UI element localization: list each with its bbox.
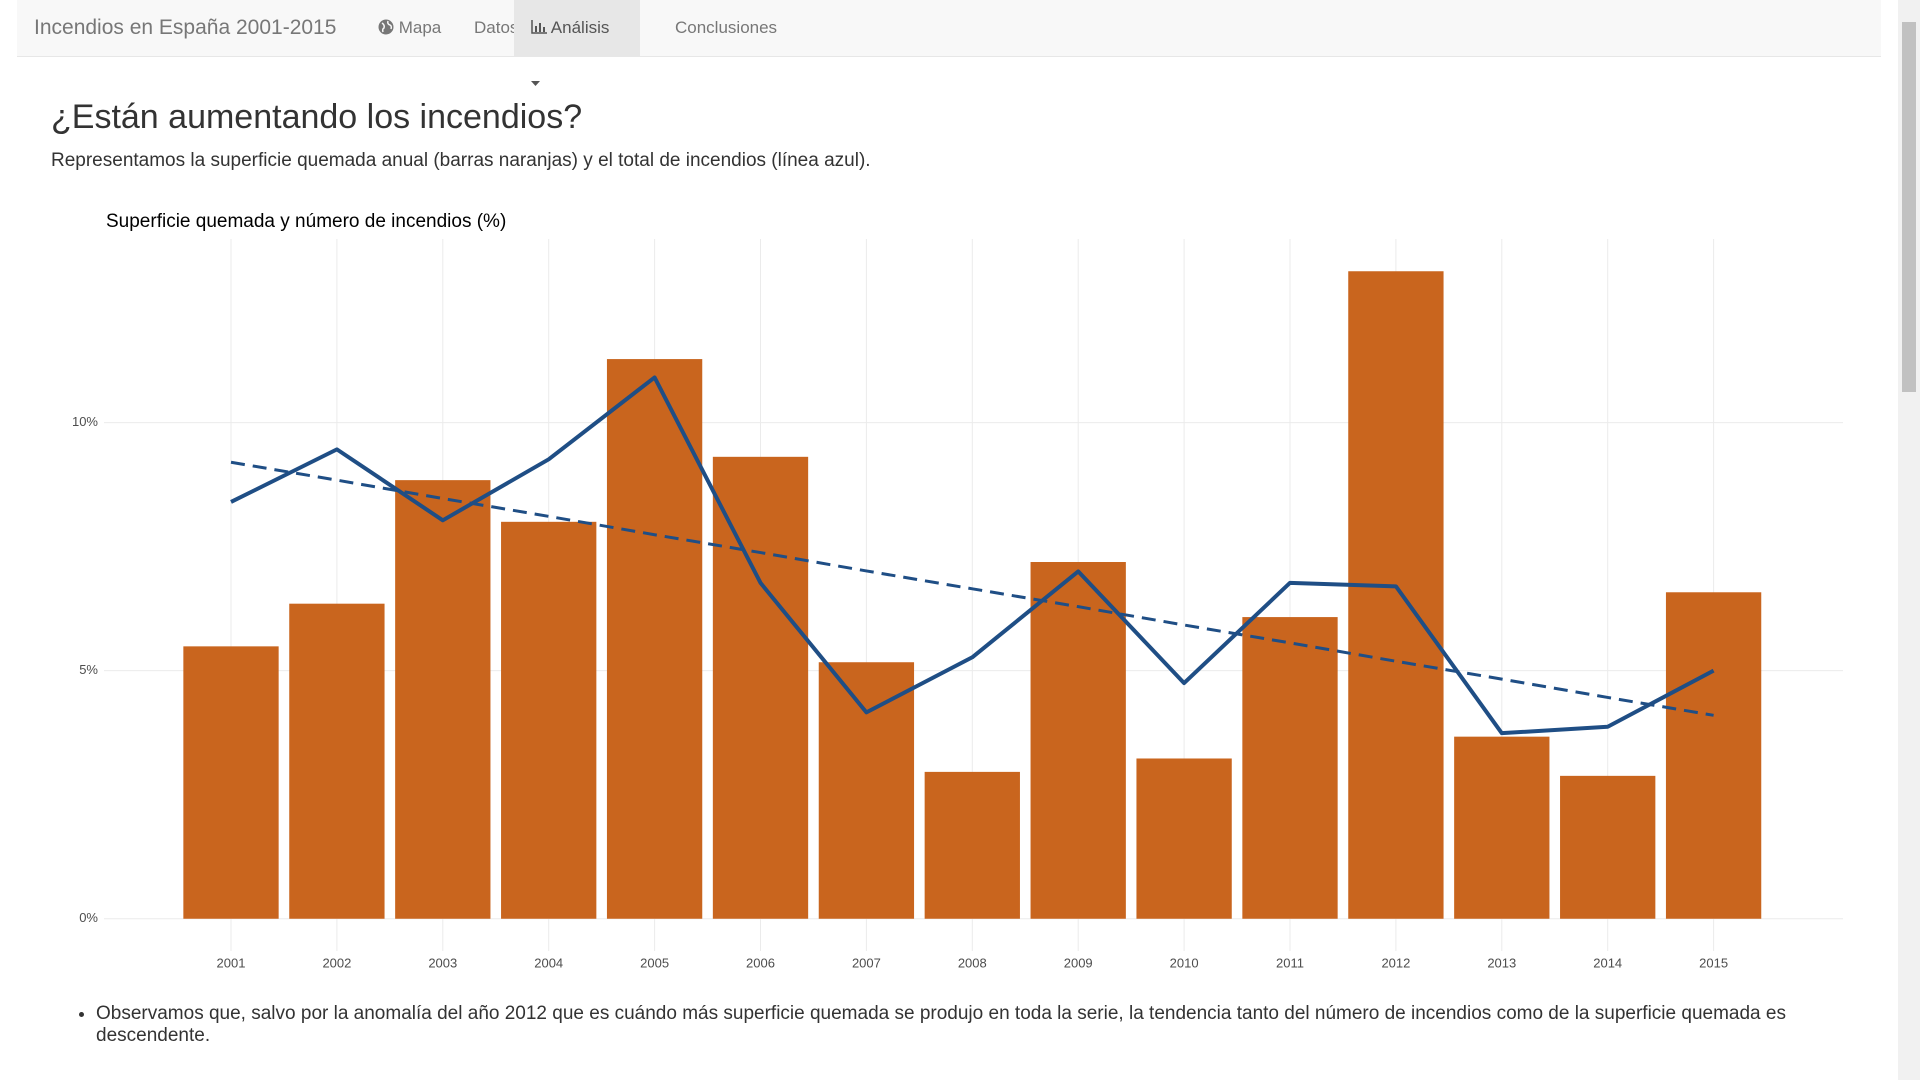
caret xyxy=(531,81,540,86)
bar xyxy=(1348,271,1444,919)
y-tick-label: 10% xyxy=(72,414,98,429)
x-tick-label: 2013 xyxy=(1487,955,1516,970)
globe-icon xyxy=(378,19,394,35)
chart-icon xyxy=(531,20,547,34)
brand[interactable]: Incendios en España 2001-2015 xyxy=(34,16,337,39)
bar xyxy=(289,603,385,919)
bar xyxy=(606,359,703,919)
y-tick-label: 5% xyxy=(79,662,98,677)
trend-line xyxy=(230,460,1714,717)
nav-item[interactable]: Conclusiones xyxy=(658,0,794,56)
nav-item[interactable]: Mapa xyxy=(361,0,458,56)
nav-label: Análisis xyxy=(550,18,610,37)
x-tick-label: 2015 xyxy=(1699,955,1728,970)
x-tick-label: 2005 xyxy=(640,955,669,970)
bar xyxy=(1665,592,1762,919)
x-tick-label: 2011 xyxy=(1276,955,1304,970)
intro: Representamos la superficie quemada anua… xyxy=(51,150,871,171)
bar xyxy=(1242,617,1338,919)
bar xyxy=(395,480,491,919)
bar xyxy=(183,646,279,919)
chart: Superficie quemada y número de incendios… xyxy=(72,211,1843,970)
bar xyxy=(1030,562,1126,919)
x-tick-label: 2012 xyxy=(1381,955,1410,970)
x-tick-label: 2006 xyxy=(746,955,775,970)
bar xyxy=(1136,758,1232,919)
bar xyxy=(712,456,809,919)
nav-item[interactable]: Datos xyxy=(457,0,535,56)
bullet-list: Observamos que, salvo por la anomalía de… xyxy=(70,1003,1826,1047)
y-tick-label: 0% xyxy=(79,910,98,925)
x-tick-label: 2002 xyxy=(322,955,351,970)
nav-label: Conclusiones xyxy=(675,18,778,37)
nav-item-active[interactable]: Análisis xyxy=(514,0,640,86)
x-tick-label: 2009 xyxy=(1064,955,1093,970)
line xyxy=(230,375,1715,736)
x-tick-label: 2014 xyxy=(1593,955,1622,970)
nav-label: Mapa xyxy=(398,18,442,37)
x-tick-label: 2001 xyxy=(217,955,246,970)
bullet: Observamos que, salvo por la anomalía de… xyxy=(96,1003,1826,1047)
scrollbar-thumb[interactable] xyxy=(1902,22,1916,392)
bar xyxy=(1560,775,1656,919)
chart-title: Superficie quemada y número de incendios… xyxy=(106,211,506,232)
x-tick-label: 2008 xyxy=(958,955,987,970)
x-tick-label: 2007 xyxy=(852,955,881,970)
navbar: Incendios en España 2001-2015 Mapa Datos… xyxy=(17,0,1881,86)
bar xyxy=(924,771,1020,919)
nav-label: Datos xyxy=(474,18,519,37)
bar xyxy=(501,521,597,919)
bar xyxy=(1454,736,1550,919)
x-tick-label: 2004 xyxy=(534,955,563,970)
heading: ¿Están aumentando los incendios? xyxy=(51,98,583,136)
x-tick-label: 2010 xyxy=(1170,955,1199,970)
x-tick-label: 2003 xyxy=(428,955,457,970)
bar xyxy=(818,662,915,919)
